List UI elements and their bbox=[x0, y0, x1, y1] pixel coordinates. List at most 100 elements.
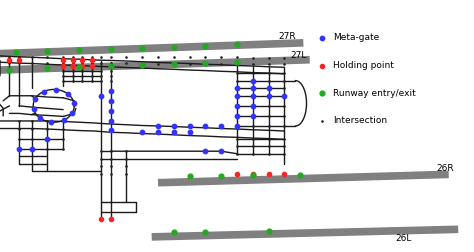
Point bbox=[78, 74, 86, 78]
Point bbox=[233, 79, 241, 83]
Point bbox=[78, 58, 86, 62]
Text: 26L: 26L bbox=[395, 234, 411, 243]
Point bbox=[201, 230, 209, 234]
Point bbox=[88, 64, 95, 68]
Point bbox=[15, 55, 23, 59]
Point bbox=[249, 71, 256, 75]
Point bbox=[44, 119, 51, 123]
Point bbox=[107, 64, 114, 68]
Point bbox=[64, 92, 72, 96]
Point bbox=[75, 48, 83, 52]
Point bbox=[233, 104, 241, 108]
Point bbox=[107, 149, 114, 153]
Point bbox=[319, 36, 326, 40]
Point bbox=[44, 61, 51, 65]
Point bbox=[31, 97, 39, 101]
Point bbox=[59, 64, 67, 68]
Point bbox=[218, 149, 225, 153]
Point bbox=[154, 61, 162, 66]
Point bbox=[15, 127, 23, 131]
Point bbox=[97, 149, 105, 153]
Text: 27R: 27R bbox=[278, 32, 296, 41]
Point bbox=[69, 111, 76, 115]
Point bbox=[218, 55, 225, 59]
Point bbox=[52, 87, 60, 91]
Point bbox=[281, 144, 288, 148]
Point bbox=[265, 55, 273, 59]
Point bbox=[6, 68, 13, 72]
Point bbox=[107, 61, 114, 65]
Point bbox=[233, 94, 241, 98]
Point bbox=[97, 172, 105, 176]
Point bbox=[249, 86, 256, 90]
Point bbox=[249, 79, 256, 83]
Point bbox=[15, 147, 23, 151]
Point bbox=[154, 124, 162, 128]
Point bbox=[15, 58, 23, 62]
Point bbox=[170, 230, 178, 234]
Point bbox=[12, 50, 19, 54]
Point bbox=[107, 164, 114, 168]
Point bbox=[249, 62, 256, 66]
Point bbox=[59, 119, 67, 123]
Point bbox=[28, 61, 36, 65]
Point bbox=[69, 58, 76, 62]
Point bbox=[47, 120, 55, 124]
Point bbox=[265, 94, 273, 98]
Point bbox=[265, 124, 273, 128]
Point bbox=[78, 69, 86, 73]
Point bbox=[281, 56, 288, 60]
Point bbox=[138, 55, 146, 59]
Text: Holding point: Holding point bbox=[333, 61, 394, 70]
Point bbox=[28, 55, 36, 59]
Point bbox=[15, 147, 23, 151]
Point bbox=[186, 174, 193, 178]
Point bbox=[249, 124, 256, 128]
Point bbox=[265, 94, 273, 98]
Point bbox=[281, 124, 288, 128]
Point bbox=[88, 69, 95, 73]
Point bbox=[233, 137, 241, 141]
Point bbox=[296, 173, 304, 177]
Point bbox=[59, 79, 67, 83]
Point bbox=[138, 63, 146, 67]
Point bbox=[59, 137, 67, 141]
Point bbox=[78, 55, 86, 59]
Point bbox=[78, 64, 86, 68]
Text: Runway entry/exit: Runway entry/exit bbox=[333, 89, 416, 98]
Point bbox=[249, 94, 256, 98]
Point bbox=[233, 55, 241, 59]
Point bbox=[281, 137, 288, 141]
Point bbox=[233, 172, 241, 176]
Point bbox=[281, 62, 288, 66]
Point bbox=[233, 152, 241, 156]
Point bbox=[97, 74, 105, 78]
Point bbox=[170, 130, 178, 134]
Point bbox=[107, 128, 114, 132]
Point bbox=[281, 114, 288, 118]
Point bbox=[36, 116, 44, 120]
Point bbox=[60, 118, 68, 122]
Point bbox=[69, 74, 76, 78]
Point bbox=[97, 157, 105, 161]
Point bbox=[233, 42, 241, 46]
Point bbox=[44, 137, 51, 141]
Point bbox=[69, 79, 76, 83]
Point bbox=[88, 74, 95, 78]
Point bbox=[319, 91, 326, 95]
Point bbox=[69, 64, 76, 68]
Point bbox=[281, 94, 288, 98]
Point bbox=[123, 172, 130, 176]
Point bbox=[319, 119, 326, 123]
Point bbox=[40, 89, 47, 93]
Point bbox=[249, 94, 256, 98]
Point bbox=[138, 61, 146, 66]
Point bbox=[69, 69, 76, 73]
Point bbox=[249, 152, 256, 156]
Point bbox=[249, 104, 256, 108]
Point bbox=[281, 152, 288, 156]
Point bbox=[59, 147, 67, 151]
Point bbox=[69, 61, 76, 65]
Point bbox=[6, 55, 13, 59]
Point bbox=[75, 65, 83, 69]
